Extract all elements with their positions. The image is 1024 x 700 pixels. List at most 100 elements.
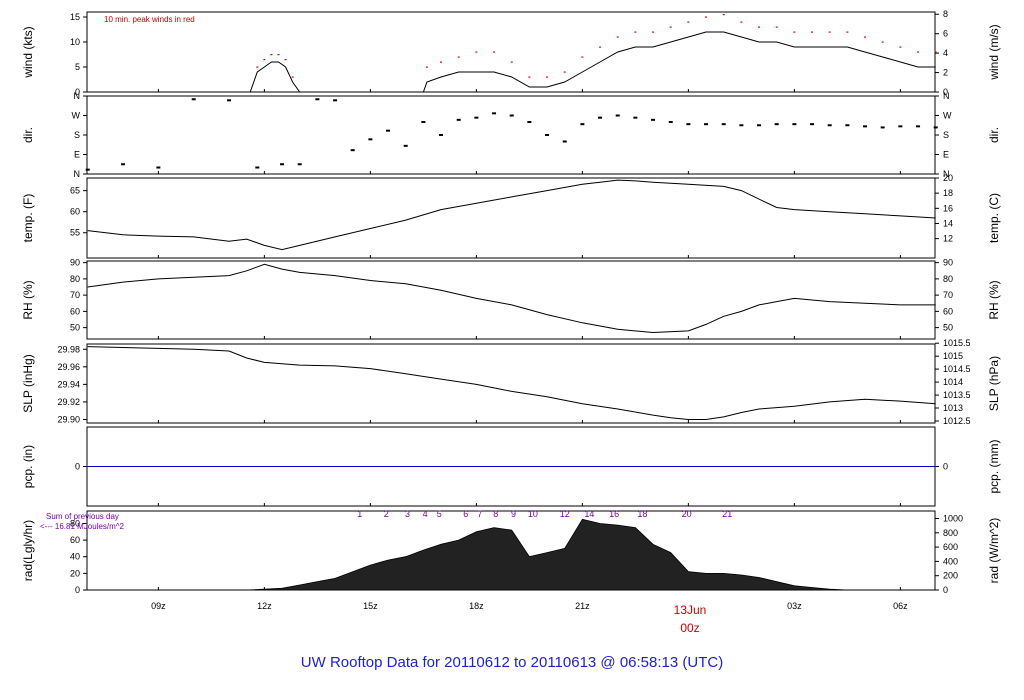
ytick-label: 90 [70, 258, 80, 268]
peak-wind-mark [277, 54, 280, 56]
ytick-label: 60 [70, 207, 80, 217]
panel-frame [86, 260, 936, 340]
dir-point [562, 140, 567, 143]
ylabel-right: temp. (C) [987, 193, 1001, 243]
dir-point [580, 123, 585, 126]
dir-point [686, 123, 691, 126]
ytick-right-label: 1013.5 [943, 390, 971, 400]
ylabel-right: rad (W/m^2) [987, 518, 1001, 584]
ytick-label: 10 [70, 37, 80, 47]
ytick-right-label: 18 [943, 188, 953, 198]
ytick-right-label: 1000 [943, 513, 963, 523]
peak-wind-mark [846, 31, 849, 33]
peak-wind-mark [493, 51, 496, 53]
peak-wind-mark [291, 76, 294, 78]
dir-point [368, 138, 373, 141]
dir-point [615, 114, 620, 117]
peak-wind-mark [864, 36, 867, 38]
dir-point [757, 124, 762, 127]
dir-point [527, 121, 532, 123]
ytick-right-label: 6 [943, 29, 948, 39]
ytick-right-label: 1014.5 [943, 364, 971, 374]
ytick-right-label: 16 [943, 203, 953, 213]
peak-winds-note: 10 min. peak winds in red [104, 15, 195, 24]
solar-hour-label: 21 [722, 509, 732, 519]
dir-point [898, 125, 903, 128]
ytick-right-label: 12 [943, 234, 953, 244]
peak-wind-mark [917, 51, 920, 53]
peak-wind-mark [669, 26, 672, 28]
ytick-right-label: 20 [943, 173, 953, 183]
dir-point [545, 134, 550, 136]
dir-point [933, 126, 938, 129]
solar-hour-label: 7 [477, 509, 482, 519]
ytick-label: E [74, 150, 80, 160]
solar-hour-label: 20 [682, 509, 692, 519]
ytick-label: 60 [70, 306, 80, 316]
time-tick-label: 18z [469, 601, 484, 611]
ytick-right-label: 400 [943, 556, 958, 566]
ytick-label: 55 [70, 228, 80, 238]
time-tick-label: 06z [893, 601, 908, 611]
rh-series-line [87, 263, 936, 334]
peak-wind-mark [263, 59, 266, 61]
dir-point [421, 121, 426, 123]
ytick-right-label: 8 [943, 9, 948, 19]
ytick-right-label: 4 [943, 48, 948, 58]
peak-wind-mark [652, 31, 655, 33]
dir-point [255, 166, 260, 169]
time-axis: 09z 12z 15z 18z 21z 03z 06z [151, 601, 908, 611]
dir-point [280, 163, 285, 166]
panel-rad: rad(Lgly/hr) rad (W/m^2)02040608002004006… [21, 509, 1001, 595]
peak-wind-mark [440, 61, 443, 63]
ytick-label: 29.92 [57, 397, 80, 407]
ytick-right-label: 50 [943, 323, 953, 333]
ytick-right-label: 60 [943, 306, 953, 316]
dir-point [474, 116, 479, 119]
panel-rh: RH (%) RH (%) 50 60 70 80 90 50 60 70 80 90 [21, 258, 1001, 340]
panel-frame [86, 11, 936, 93]
dir-point [85, 168, 90, 171]
ytick-right-label: 0 [943, 462, 948, 472]
dir-point [704, 123, 709, 126]
peak-wind-mark [256, 66, 259, 68]
peak-wind-mark [881, 41, 884, 43]
peak-wind-mark [634, 31, 637, 33]
solar-hour-label: 18 [637, 509, 647, 519]
solar-hour-label: 3 [405, 509, 410, 519]
panel-slp: SLP (inHg) SLP (hPa) 29.90 29.92 29.94 29.96 2… [21, 338, 1001, 426]
ytick-label: 70 [70, 290, 80, 300]
dir-point [863, 125, 868, 128]
ytick-label: N [74, 91, 81, 101]
dir-point [403, 144, 408, 147]
ytick-label: 80 [70, 518, 80, 528]
ytick-label: 29.94 [57, 379, 80, 389]
time-tick-label: 12z [257, 601, 272, 611]
panel-frame [86, 95, 936, 175]
solar-hour-label: 9 [511, 509, 516, 519]
ytick-right-label: 200 [943, 571, 958, 581]
ytick-label: N [74, 169, 81, 179]
temp-series-line [87, 179, 936, 251]
ytick-right-label: N [943, 169, 950, 179]
panel-temp: temp. (F) temp. (C) 55 60 65 12 14 16 18 20 [21, 173, 1001, 259]
rad-sum-value: <--- 16.81 MJoules/m^2 [40, 522, 125, 531]
ytick-right-label: 14 [943, 218, 953, 228]
dir-point [509, 114, 514, 117]
ylabel-left: dir. [21, 127, 35, 143]
dir-point [350, 149, 355, 152]
peak-wind-mark [475, 51, 478, 53]
ytick-right-label: 600 [943, 542, 958, 552]
ytick-right-label: 1012.5 [943, 416, 971, 426]
dir-point [810, 123, 815, 126]
ytick-right-label: E [943, 150, 949, 160]
ytick-right-label: 1015 [943, 351, 963, 361]
peak-wind-mark [687, 21, 690, 23]
ytick-label: 29.90 [57, 414, 80, 424]
ytick-label: 40 [70, 552, 80, 562]
ylabel-left: SLP (inHg) [21, 354, 35, 412]
peak-wind-mark [284, 59, 287, 61]
ylabel-left: temp. (F) [21, 194, 35, 243]
ytick-label: 0 [75, 462, 80, 472]
ytick-label: 60 [70, 535, 80, 545]
